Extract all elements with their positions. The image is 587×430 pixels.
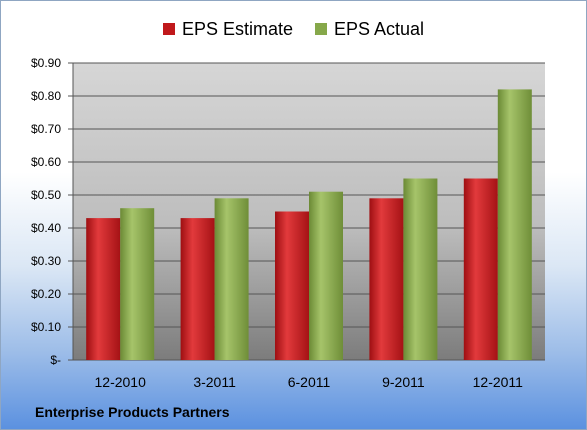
y-tick-label: $- xyxy=(50,353,61,367)
bar-eps-estimate xyxy=(180,218,215,360)
bar-eps-actual xyxy=(214,198,249,360)
y-tick-label: $0.40 xyxy=(31,221,61,235)
bar-eps-actual xyxy=(403,178,438,360)
y-tick-label: $0.20 xyxy=(31,287,61,301)
bar-eps-estimate xyxy=(369,198,404,360)
company-name: Enterprise Products Partners xyxy=(35,404,230,420)
y-tick-label: $0.70 xyxy=(31,122,61,136)
bar-eps-actual xyxy=(497,89,532,361)
x-tick-label: 9-2011 xyxy=(382,374,425,390)
legend-label-estimate: EPS Estimate xyxy=(181,18,293,39)
y-tick-label: $0.30 xyxy=(31,254,61,268)
bar-eps-estimate xyxy=(86,218,121,360)
legend-item-estimate: EPS Estimate xyxy=(162,18,293,40)
x-tick-label: 12-2010 xyxy=(95,374,147,390)
bar-eps-actual xyxy=(120,208,155,360)
y-tick-label: $0.90 xyxy=(31,56,61,70)
x-tick-label: 6-2011 xyxy=(288,374,331,390)
legend-item-actual: EPS Actual xyxy=(314,18,425,40)
y-tick-label: $0.60 xyxy=(31,155,61,169)
y-tick-label: $0.50 xyxy=(31,188,61,202)
x-tick-label: 12-2011 xyxy=(473,374,524,390)
x-tick-label: 3-2011 xyxy=(193,374,236,390)
y-tick-label: $0.10 xyxy=(31,320,61,334)
legend-swatch-actual xyxy=(314,23,327,35)
bar-eps-actual xyxy=(309,191,343,360)
legend-swatch-estimate xyxy=(162,23,175,35)
legend: EPS Estimate EPS Actual xyxy=(1,17,586,41)
legend-label-actual: EPS Actual xyxy=(333,18,425,39)
bar-eps-estimate xyxy=(275,211,309,360)
y-tick-label: $0.80 xyxy=(31,89,61,103)
bar-eps-estimate xyxy=(463,178,498,360)
